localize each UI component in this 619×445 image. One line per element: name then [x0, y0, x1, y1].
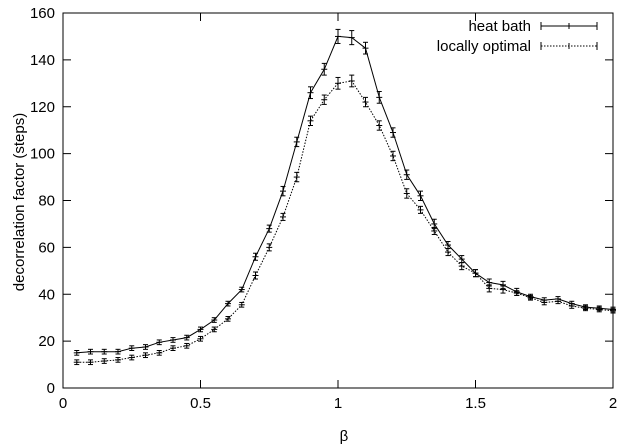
x-tick-label: 0.5: [190, 395, 211, 412]
series-heat-bath: [73, 28, 616, 356]
y-tick-label: 120: [30, 99, 55, 116]
data-point: [225, 300, 231, 307]
y-tick-label: 60: [38, 239, 55, 256]
x-tick-label: 1.5: [465, 395, 486, 412]
y-axis-label: decorrelation factor (steps): [11, 113, 28, 291]
data-point: [458, 262, 465, 271]
legend-label: locally optimal: [437, 38, 531, 55]
data-point: [183, 342, 190, 349]
data-point: [238, 301, 245, 308]
data-point: [582, 305, 589, 312]
data-point: [335, 28, 341, 44]
data-point: [293, 171, 300, 183]
data-point: [128, 345, 135, 351]
data-point: [403, 188, 410, 199]
data-point: [376, 120, 383, 131]
data-point: [197, 326, 204, 333]
data-point: [348, 30, 355, 46]
data-point: [403, 169, 410, 180]
data-point: [73, 359, 80, 366]
data-point: [280, 212, 286, 221]
data-point: [417, 190, 424, 201]
data-point: [500, 285, 506, 294]
data-point: [252, 271, 259, 280]
data-point: [486, 284, 493, 293]
y-tick-label: 80: [38, 193, 55, 210]
data-point: [321, 62, 328, 76]
x-axis-label: β: [340, 428, 349, 445]
data-point: [431, 226, 438, 235]
data-point: [541, 299, 548, 306]
data-point: [225, 316, 231, 322]
y-tick-label: 100: [30, 146, 55, 163]
data-point: [321, 94, 328, 105]
y-tick-label: 40: [38, 286, 55, 303]
x-tick-label: 0: [59, 395, 67, 412]
series-line: [76, 80, 614, 363]
data-point: [142, 344, 149, 350]
data-point: [238, 286, 245, 293]
data-point: [266, 224, 273, 233]
data-point: [87, 359, 94, 366]
series-locally-optimal: [73, 74, 616, 366]
data-point: [348, 74, 355, 88]
data-point: [170, 337, 176, 343]
data-point: [293, 136, 300, 148]
series-layer: [73, 28, 616, 366]
data-point: [445, 248, 451, 257]
data-point: [211, 317, 218, 323]
data-point: [307, 86, 314, 100]
data-point: [527, 294, 534, 301]
legend-label: heat bath: [468, 18, 531, 35]
data-point: [417, 205, 424, 214]
data-point: [197, 335, 204, 342]
y-tick-label: 0: [47, 380, 55, 397]
data-point: [362, 96, 369, 108]
x-tick-label: 2: [609, 395, 617, 412]
data-point: [142, 352, 149, 359]
data-point: [128, 354, 135, 361]
data-point: [156, 339, 163, 346]
data-point: [390, 127, 396, 138]
data-point: [183, 334, 190, 341]
data-point: [335, 76, 341, 90]
data-point: [596, 306, 603, 313]
data-point: [101, 358, 108, 364]
data-point: [115, 357, 121, 363]
data-point: [101, 348, 108, 355]
y-tick-label: 160: [30, 5, 55, 22]
data-point: [610, 307, 616, 314]
data-point: [211, 326, 218, 333]
data-point: [513, 290, 520, 296]
data-point: [472, 269, 479, 278]
data-point: [266, 243, 273, 252]
data-point: [87, 348, 94, 355]
data-point: [115, 348, 121, 355]
plot-area: [62, 12, 614, 389]
data-point: [390, 150, 396, 162]
plot-frame: [62, 12, 614, 389]
data-point: [307, 115, 314, 126]
legend: heat bath locally optimal: [437, 18, 598, 55]
data-point: [252, 252, 259, 261]
x-tick-label: 1: [334, 395, 342, 412]
y-tick-label: 140: [30, 52, 55, 69]
data-point: [280, 185, 286, 197]
data-point: [156, 350, 163, 356]
series-line: [76, 35, 614, 354]
y-tick-label: 20: [38, 333, 55, 350]
data-point: [362, 41, 369, 55]
data-point: [376, 91, 383, 104]
data-point: [568, 303, 575, 309]
data-point: [555, 298, 561, 305]
data-point: [73, 350, 80, 356]
data-point: [170, 345, 176, 351]
